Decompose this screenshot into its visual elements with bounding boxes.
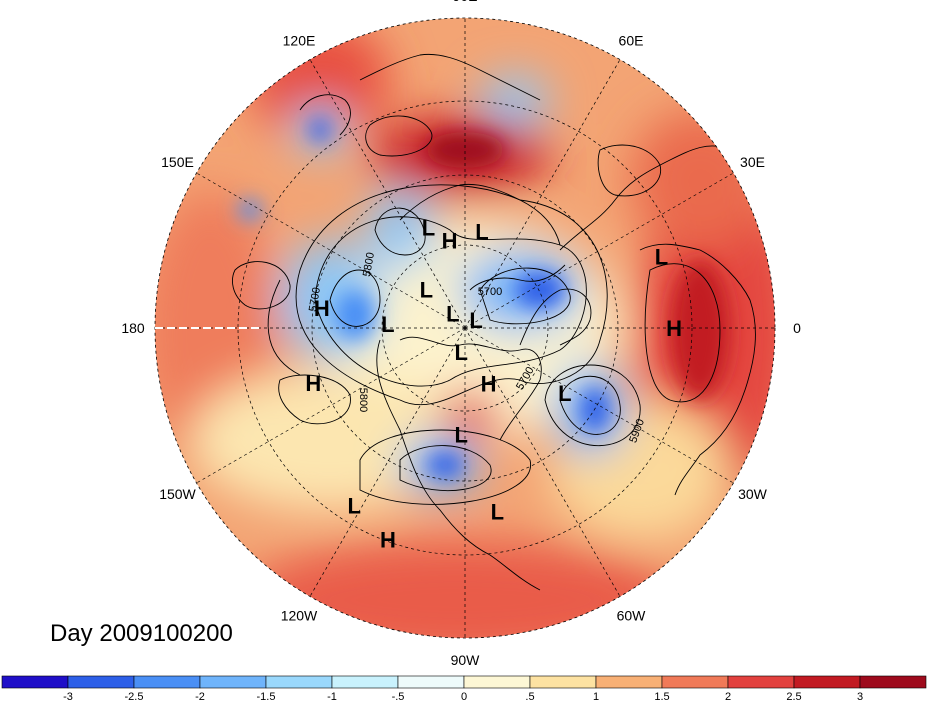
longitude-label: 180 bbox=[121, 320, 145, 336]
low-pressure-center: L bbox=[655, 244, 668, 269]
coastlines bbox=[267, 53, 756, 591]
high-pressure-center: H bbox=[481, 371, 497, 396]
high-pressure-center: H bbox=[305, 371, 321, 396]
high-pressure-center: H bbox=[442, 228, 458, 253]
colorbar-tick-label: -3 bbox=[63, 691, 73, 702]
colorbar-swatch bbox=[529, 675, 597, 689]
colorbar-tick-label: -2.5 bbox=[125, 691, 144, 702]
height-contour bbox=[295, 184, 608, 406]
longitude-labels: 90E 60E 30E 0 30W 60W 90W 120W 150W 180 150E 120E bbox=[121, 0, 801, 668]
low-pressure-center: L bbox=[422, 216, 435, 241]
height-contour bbox=[644, 263, 721, 403]
longitude-label: 90W bbox=[451, 652, 481, 668]
height-contour bbox=[278, 374, 351, 425]
colorbar-swatch bbox=[727, 675, 795, 689]
colorbar-tick-label: 2.5 bbox=[786, 691, 801, 702]
low-pressure-center: L bbox=[455, 423, 468, 448]
low-pressure-center: L bbox=[381, 312, 394, 337]
colorbar-swatch bbox=[463, 675, 531, 689]
anomaly-field bbox=[155, 18, 775, 638]
colorbar-swatch bbox=[793, 675, 861, 689]
low-pressure-center: L bbox=[491, 499, 504, 524]
graticule bbox=[154, 17, 776, 639]
contour-label: 5800 bbox=[361, 251, 377, 277]
high-pressure-center: H bbox=[314, 296, 330, 321]
low-pressure-center: L bbox=[446, 301, 459, 326]
low-pressure-center: L bbox=[469, 308, 482, 333]
height-contours bbox=[232, 115, 721, 505]
colorbar-tick-label: 2 bbox=[725, 691, 731, 702]
colorbar-tick-label: 1 bbox=[593, 691, 599, 702]
longitude-label: 0 bbox=[793, 320, 801, 336]
colorbar-tick-label: .5 bbox=[525, 691, 534, 702]
colorbar-swatch bbox=[859, 675, 927, 689]
colorbar-swatch bbox=[1, 675, 69, 689]
height-contour bbox=[399, 445, 492, 492]
colorbar-swatch bbox=[265, 675, 333, 689]
longitude-label: 150E bbox=[161, 154, 194, 170]
low-pressure-center: L bbox=[558, 381, 571, 406]
colorbar-tick-label: 1.5 bbox=[654, 691, 669, 702]
day-label: Day 2009100200 bbox=[50, 620, 233, 647]
height-contour bbox=[365, 115, 433, 157]
height-contour bbox=[544, 364, 641, 447]
colorbar-swatch bbox=[397, 675, 465, 689]
low-pressure-center: L bbox=[454, 340, 467, 365]
colorbar-tick-label: -1.5 bbox=[257, 691, 276, 702]
colorbar-tick-label: 3 bbox=[857, 691, 863, 702]
longitude-label: 120E bbox=[283, 32, 316, 48]
longitude-label: 150W bbox=[159, 486, 196, 502]
low-pressure-center: L bbox=[347, 493, 360, 518]
longitude-label: 60E bbox=[619, 32, 644, 48]
height-contour bbox=[479, 267, 571, 325]
colorbar-tick-label: -.5 bbox=[392, 691, 405, 702]
height-contour bbox=[359, 429, 531, 505]
longitude-label: 30E bbox=[740, 154, 765, 170]
colorbar-tick-label: -1 bbox=[327, 691, 337, 702]
colorbar: -3 -2.5 -2 -1.5 -1 -.5 0 .5 1 1.5 2 2.5 3 bbox=[1, 675, 927, 702]
height-contour bbox=[329, 269, 381, 327]
low-pressure-center: L bbox=[420, 277, 433, 302]
colorbar-swatch bbox=[199, 675, 267, 689]
colorbar-swatch bbox=[661, 675, 729, 689]
contour-label: 5800 bbox=[357, 388, 369, 412]
height-contour bbox=[374, 207, 426, 256]
high-pressure-center: H bbox=[666, 316, 682, 341]
longitude-label: 30W bbox=[738, 486, 768, 502]
colorbar-swatch bbox=[67, 675, 135, 689]
colorbar-tick-label: 0 bbox=[461, 691, 467, 702]
longitude-label: 60W bbox=[617, 608, 647, 624]
height-contour bbox=[232, 261, 291, 310]
colorbar-swatch bbox=[331, 675, 399, 689]
high-pressure-center: H bbox=[380, 528, 396, 553]
longitude-label: 120W bbox=[281, 608, 318, 624]
colorbar-swatch bbox=[133, 675, 201, 689]
height-contour bbox=[597, 144, 662, 197]
colorbar-tick-label: -2 bbox=[195, 691, 205, 702]
height-contour bbox=[314, 216, 587, 387]
longitude-label: 90E bbox=[453, 0, 478, 4]
colorbar-swatch bbox=[595, 675, 663, 689]
contour-label: 5700 bbox=[478, 286, 502, 298]
contour-label: 5700 bbox=[307, 286, 323, 312]
low-pressure-center: L bbox=[475, 220, 488, 245]
